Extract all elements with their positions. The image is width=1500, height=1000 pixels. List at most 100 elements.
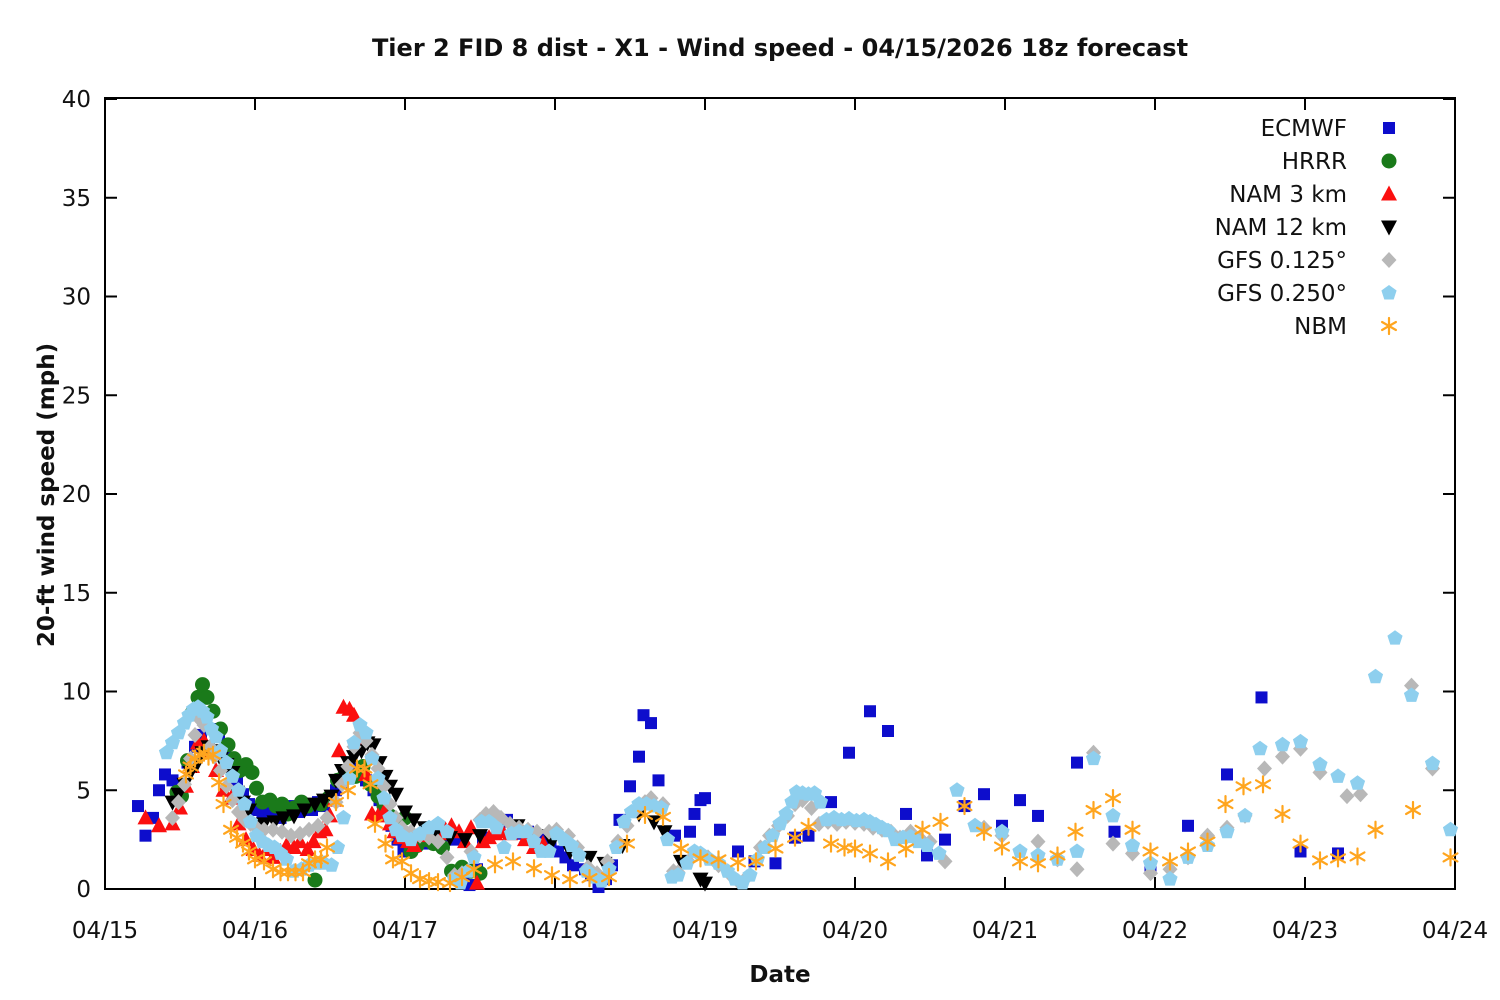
data-point	[504, 852, 522, 871]
data-point	[199, 709, 215, 724]
data-point	[994, 823, 1010, 839]
data-point	[1161, 852, 1179, 871]
data-point	[318, 838, 336, 857]
legend-item-nbm: NBM	[1294, 314, 1398, 340]
data-point	[654, 807, 672, 827]
data-point	[949, 782, 965, 797]
data-point	[286, 809, 302, 825]
data-point	[846, 839, 864, 858]
data-point	[1235, 777, 1252, 796]
data-point	[1069, 843, 1085, 858]
data-point	[307, 872, 323, 888]
y-tick-label: 30	[62, 285, 91, 311]
data-point	[1292, 834, 1309, 853]
data-point	[486, 855, 504, 874]
data-point	[139, 829, 152, 842]
data-point	[411, 870, 429, 889]
data-point	[645, 717, 657, 730]
data-point	[1105, 807, 1121, 823]
y-tick-label: 25	[62, 383, 91, 409]
data-point	[939, 833, 951, 846]
data-point	[897, 839, 915, 858]
data-point	[880, 822, 896, 838]
data-point	[346, 706, 362, 722]
series-nbm	[177, 743, 1459, 893]
triangle-up-icon	[1381, 185, 1397, 201]
data-point	[327, 792, 345, 812]
data-point	[1142, 842, 1159, 861]
data-point	[137, 809, 154, 825]
data-point	[1221, 768, 1233, 781]
data-point	[306, 850, 324, 869]
data-point	[1049, 846, 1066, 865]
data-point	[600, 868, 618, 887]
data-point	[1011, 852, 1029, 871]
data-point	[767, 839, 784, 858]
data-point	[1381, 252, 1397, 268]
y-tick-label: 35	[62, 186, 91, 212]
data-point	[567, 859, 579, 872]
data-point	[488, 819, 505, 835]
data-point	[978, 788, 990, 801]
data-point	[236, 796, 253, 811]
data-point	[266, 815, 283, 831]
data-point	[224, 768, 241, 783]
data-point	[210, 773, 228, 792]
legend-item-nam-3-km: NAM 3 km	[1229, 182, 1397, 208]
data-point	[684, 825, 696, 838]
data-point	[1252, 740, 1268, 756]
data-point	[255, 852, 273, 871]
data-point	[1085, 800, 1102, 820]
y-tick-label: 15	[62, 581, 91, 607]
data-point	[1012, 843, 1028, 858]
diamond-icon	[1381, 252, 1397, 268]
data-point	[388, 787, 404, 803]
data-point	[879, 852, 897, 871]
data-point	[1014, 794, 1026, 807]
data-point	[228, 828, 246, 847]
data-point	[710, 850, 727, 869]
data-point	[312, 850, 330, 869]
data-point	[764, 827, 781, 843]
data-point	[778, 806, 794, 821]
legend-item-gfs-0-250: GFS 0.250°	[1217, 281, 1397, 307]
data-point	[317, 821, 334, 837]
data-point	[1349, 775, 1366, 790]
data-point	[1404, 800, 1422, 820]
data-point	[1387, 630, 1403, 645]
data-point	[406, 813, 422, 829]
data-point	[466, 849, 482, 864]
data-point	[1292, 733, 1309, 749]
data-point	[356, 759, 373, 778]
legend-label: ECMWF	[1261, 116, 1347, 142]
data-point	[843, 746, 855, 759]
data-point	[1069, 861, 1085, 878]
data-point	[364, 750, 380, 766]
data-point	[1257, 760, 1272, 777]
data-point	[699, 792, 711, 805]
data-point	[335, 809, 352, 825]
data-point	[914, 820, 931, 839]
data-point	[1381, 153, 1397, 169]
data-point	[1105, 835, 1121, 852]
data-point	[1124, 820, 1141, 839]
data-point	[561, 870, 579, 889]
data-point	[242, 813, 259, 829]
x-axis-label: Date	[749, 962, 811, 988]
data-point	[571, 847, 587, 862]
data-point	[1312, 756, 1328, 771]
data-point	[1381, 220, 1397, 236]
legend: ECMWF HRRR NAM 3 km NAM 12 km GFS 0.125° GFS …	[1215, 116, 1398, 340]
data-point	[208, 728, 224, 744]
data-point	[230, 782, 247, 797]
data-point	[430, 833, 446, 850]
data-point	[769, 857, 782, 870]
y-tick-label: 40	[62, 87, 91, 113]
data-point	[328, 773, 344, 789]
data-point	[1254, 775, 1272, 794]
legend-item-gfs-0-125: GFS 0.125°	[1217, 248, 1397, 274]
data-point	[624, 780, 636, 793]
data-point	[1104, 789, 1122, 808]
chart-title: Tier 2 FID 8 dist - X1 - Wind speed - 04…	[371, 34, 1189, 62]
data-point	[171, 794, 186, 811]
